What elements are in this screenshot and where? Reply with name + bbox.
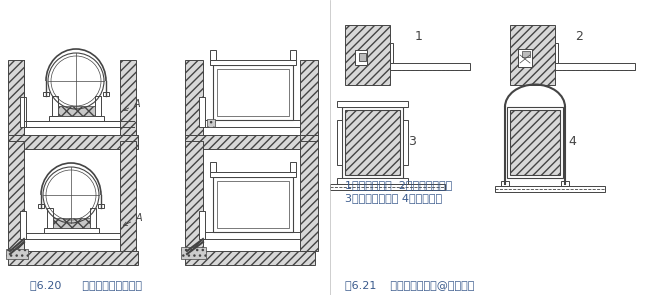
Bar — [103, 92, 109, 96]
Bar — [561, 181, 569, 186]
Bar — [185, 135, 315, 149]
Text: 1: 1 — [415, 30, 423, 43]
Bar — [203, 232, 313, 239]
Bar — [95, 96, 101, 116]
Bar — [203, 120, 313, 127]
Bar — [501, 181, 509, 186]
Bar — [6, 249, 28, 259]
Bar — [290, 162, 296, 172]
Bar — [522, 51, 530, 57]
Bar — [337, 101, 408, 107]
Bar — [518, 49, 532, 67]
Text: 图6.20      砖墙托架的安装形式: 图6.20 砖墙托架的安装形式 — [30, 280, 142, 290]
Bar — [403, 120, 408, 165]
Bar — [49, 116, 104, 121]
Bar — [210, 50, 216, 60]
Bar — [210, 60, 296, 65]
Bar — [90, 208, 96, 228]
Bar — [8, 251, 138, 265]
Text: A: A — [123, 99, 141, 111]
Bar — [52, 96, 58, 116]
Bar — [210, 162, 216, 172]
Bar — [290, 50, 296, 60]
Bar — [58, 106, 95, 116]
Bar — [185, 60, 203, 135]
Bar — [210, 172, 296, 177]
Bar — [337, 120, 342, 165]
Bar — [495, 186, 605, 192]
Bar — [199, 97, 205, 127]
Text: 2: 2 — [575, 30, 583, 43]
Bar — [510, 110, 560, 175]
Bar — [330, 184, 445, 190]
Bar — [345, 25, 390, 85]
Bar — [217, 181, 289, 228]
Bar — [300, 141, 318, 251]
Bar — [20, 97, 26, 127]
Bar — [207, 119, 215, 127]
Bar — [8, 60, 24, 135]
Bar — [8, 135, 138, 149]
Text: A: A — [123, 213, 143, 226]
Bar — [47, 208, 53, 228]
Bar — [213, 65, 293, 120]
Bar — [555, 63, 635, 70]
Bar — [8, 141, 24, 251]
Bar — [38, 204, 44, 208]
Bar — [20, 211, 26, 239]
Bar — [199, 211, 205, 239]
Bar — [337, 178, 408, 184]
Text: 4: 4 — [568, 135, 576, 148]
Bar — [345, 110, 400, 175]
Bar — [185, 251, 315, 265]
Bar — [185, 141, 203, 251]
Bar — [390, 63, 470, 70]
Bar — [300, 135, 318, 149]
Bar — [300, 60, 318, 135]
Bar — [98, 204, 104, 208]
Bar — [43, 92, 49, 96]
Bar — [217, 69, 289, 116]
Bar — [510, 25, 555, 85]
Bar — [213, 177, 293, 232]
Bar — [359, 53, 366, 61]
Bar — [24, 233, 134, 239]
Text: 3、双头螺栓紧固 4、抱箍紧固: 3、双头螺栓紧固 4、抱箍紧固 — [345, 193, 442, 203]
Bar — [44, 228, 99, 233]
Bar — [181, 247, 206, 259]
Text: 图6.21    柱上托架的紧余@暖通南社: 图6.21 柱上托架的紧余@暖通南社 — [345, 280, 475, 290]
Bar — [120, 141, 136, 251]
Text: 3: 3 — [408, 135, 416, 148]
Bar — [53, 218, 90, 228]
Bar — [24, 121, 134, 127]
Bar — [342, 107, 403, 178]
Bar — [120, 60, 136, 135]
Bar — [555, 43, 558, 63]
Bar — [390, 43, 393, 63]
Bar — [355, 50, 367, 65]
Text: 1、预埋件焊接  2、预埋螺栓紧固: 1、预埋件焊接 2、预埋螺栓紧固 — [345, 180, 452, 190]
Bar — [507, 107, 563, 178]
